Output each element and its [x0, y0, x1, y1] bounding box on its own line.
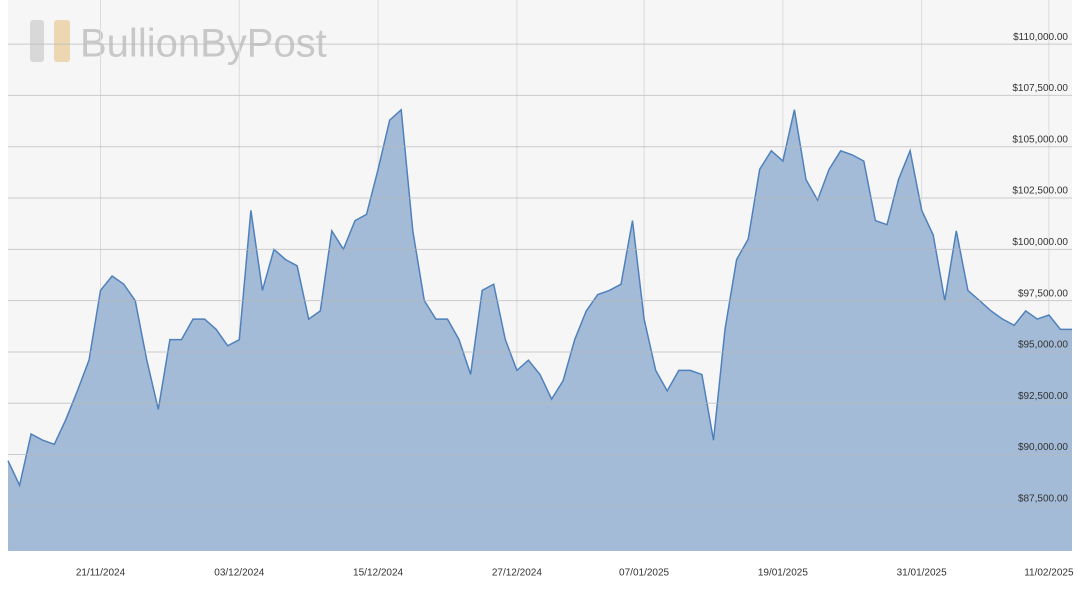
logo-bar — [54, 20, 70, 62]
y-tick-label: $110,000.00 — [1013, 32, 1068, 43]
y-tick-label: $90,000.00 — [1018, 442, 1068, 453]
y-tick-label: $97,500.00 — [1018, 288, 1068, 299]
y-tick-label: $102,500.00 — [1012, 186, 1068, 197]
area — [8, 109, 1072, 552]
x-tick-label: 11/02/2025 — [1024, 568, 1074, 579]
x-tick-label: 27/12/2024 — [492, 568, 542, 579]
line — [7, 108, 1072, 488]
y-tick-label: $105,000.00 — [1012, 134, 1068, 145]
logo: BullionByPost — [30, 20, 327, 66]
x-tick-label: 31/01/2025 — [897, 568, 947, 579]
y-tick-label: $92,500.00 — [1018, 391, 1068, 402]
y-tick-label: $100,000.00 — [1012, 237, 1068, 248]
x-tick-label: 21/11/2024 — [76, 568, 126, 579]
watermark: BullionByPost — [80, 22, 327, 66]
x-tick-label: 19/01/2025 — [758, 568, 808, 579]
x-tick-label: 03/12/2024 — [214, 568, 264, 579]
logo-bar — [30, 20, 44, 62]
x-tick-label: 15/12/2024 — [353, 568, 403, 579]
x-tick-label: 07/01/2025 — [619, 568, 669, 579]
y-tick-label: $107,500.00 — [1012, 83, 1068, 94]
y-tick-label: $95,000.00 — [1018, 340, 1068, 351]
y-tick-label: $87,500.00 — [1018, 493, 1068, 504]
